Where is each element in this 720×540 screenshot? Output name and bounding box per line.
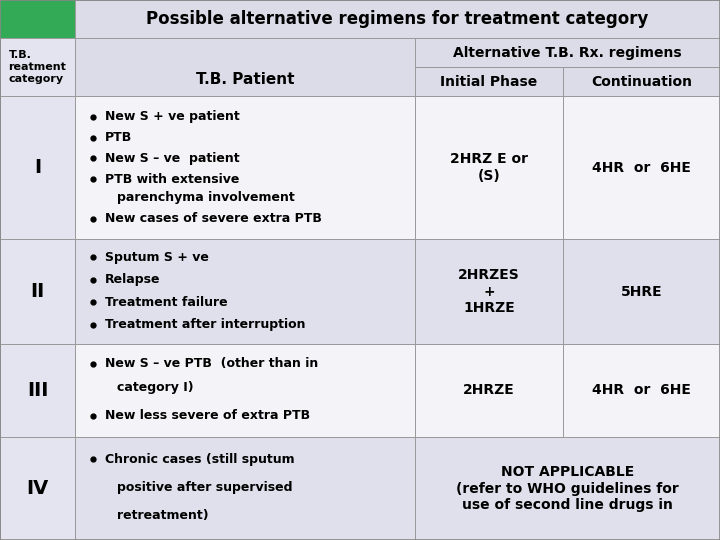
Text: 2HRZE: 2HRZE bbox=[463, 383, 515, 397]
Text: Chronic cases (still sputum: Chronic cases (still sputum bbox=[105, 453, 294, 466]
Text: 5HRE: 5HRE bbox=[621, 285, 662, 299]
Text: T.B. Patient: T.B. Patient bbox=[196, 72, 294, 87]
Text: parenchyma involvement: parenchyma involvement bbox=[117, 191, 294, 204]
Text: 2HRZ E or
(S): 2HRZ E or (S) bbox=[450, 152, 528, 183]
Bar bbox=[75, 0, 720, 38]
Text: 4HR  or  6HE: 4HR or 6HE bbox=[592, 383, 691, 397]
Text: positive after supervised: positive after supervised bbox=[117, 481, 292, 494]
Text: 2HRZES
+
1HRZE: 2HRZES + 1HRZE bbox=[458, 268, 520, 315]
Text: NOT APPLICABLE
(refer to WHO guidelines for
use of second line drugs in: NOT APPLICABLE (refer to WHO guidelines … bbox=[456, 465, 679, 512]
Text: New cases of severe extra PTB: New cases of severe extra PTB bbox=[105, 212, 322, 225]
Bar bbox=[75, 96, 415, 239]
Text: New S + ve patient: New S + ve patient bbox=[105, 110, 240, 123]
Text: Treatment after interruption: Treatment after interruption bbox=[105, 319, 305, 332]
Bar bbox=[415, 96, 563, 239]
Text: PTB with extensive: PTB with extensive bbox=[105, 173, 239, 186]
Bar bbox=[563, 344, 720, 437]
Text: Continuation: Continuation bbox=[591, 75, 692, 89]
Bar bbox=[0, 38, 75, 96]
Bar bbox=[75, 344, 415, 437]
Bar bbox=[415, 239, 563, 344]
Bar bbox=[0, 344, 75, 437]
Bar bbox=[0, 0, 75, 38]
Text: Initial Phase: Initial Phase bbox=[441, 75, 538, 89]
Bar bbox=[75, 38, 415, 96]
Text: New S – ve PTB  (other than in: New S – ve PTB (other than in bbox=[105, 357, 318, 370]
Bar bbox=[415, 437, 720, 540]
Text: T.B.
reatment
category: T.B. reatment category bbox=[9, 50, 66, 84]
Text: III: III bbox=[27, 381, 48, 400]
Text: PTB: PTB bbox=[105, 131, 132, 144]
Bar bbox=[415, 38, 720, 67]
Bar bbox=[75, 437, 415, 540]
Bar bbox=[415, 67, 563, 96]
Text: I: I bbox=[34, 158, 41, 177]
Bar bbox=[0, 96, 75, 239]
Bar bbox=[415, 344, 563, 437]
Text: Sputum S + ve: Sputum S + ve bbox=[105, 251, 209, 264]
Text: 4HR  or  6HE: 4HR or 6HE bbox=[592, 160, 691, 174]
Bar bbox=[0, 437, 75, 540]
Bar bbox=[563, 96, 720, 239]
Text: IV: IV bbox=[27, 479, 49, 498]
Bar bbox=[75, 239, 415, 344]
Text: category I): category I) bbox=[117, 381, 194, 394]
Text: Alternative T.B. Rx. regimens: Alternative T.B. Rx. regimens bbox=[453, 45, 682, 59]
Text: retreatment): retreatment) bbox=[117, 509, 209, 522]
Text: New less severe of extra PTB: New less severe of extra PTB bbox=[105, 409, 310, 422]
Text: Relapse: Relapse bbox=[105, 273, 161, 286]
Bar bbox=[0, 239, 75, 344]
Text: New S – ve  patient: New S – ve patient bbox=[105, 152, 240, 165]
Text: Possible alternative regimens for treatment category: Possible alternative regimens for treatm… bbox=[146, 10, 649, 28]
Bar bbox=[563, 239, 720, 344]
Text: II: II bbox=[30, 282, 45, 301]
Text: Treatment failure: Treatment failure bbox=[105, 296, 228, 309]
Bar bbox=[563, 67, 720, 96]
